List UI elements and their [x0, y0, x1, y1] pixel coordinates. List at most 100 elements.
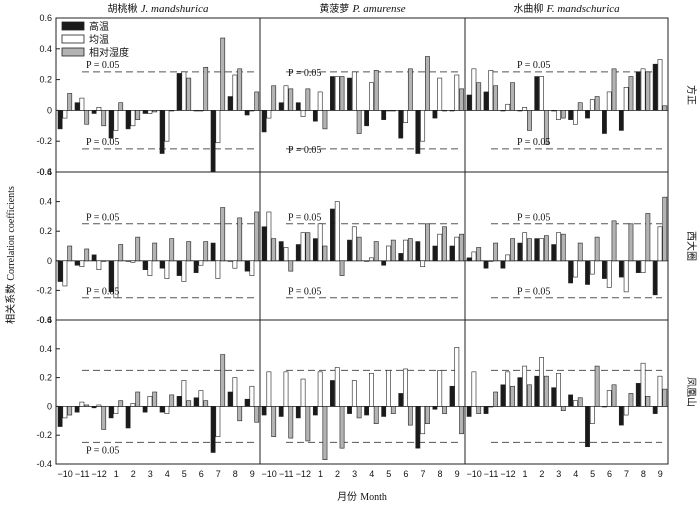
bar-high	[500, 260, 506, 269]
bar-rh	[543, 375, 549, 407]
bar-mean	[437, 370, 443, 407]
bar-rh	[373, 70, 379, 111]
bar-rh	[356, 236, 362, 262]
bar-mean	[351, 71, 357, 111]
y-tick-label: -0.4	[36, 167, 52, 177]
bar-high	[602, 110, 607, 134]
bar-high	[364, 406, 369, 416]
bar-mean	[147, 110, 153, 114]
bar-mean	[130, 110, 136, 127]
bar-rh	[407, 406, 413, 426]
bar-rh	[459, 88, 465, 111]
bar-rh	[220, 37, 226, 111]
bar-high	[602, 406, 607, 408]
bar-mean	[215, 406, 221, 437]
bar-high	[568, 110, 573, 120]
bar-rh	[577, 397, 583, 407]
bar-mean	[539, 238, 544, 262]
bar-high	[585, 406, 590, 448]
legend-label-rh: 相对湿度	[89, 46, 129, 59]
bar-high	[652, 63, 658, 111]
bar-mean	[572, 110, 578, 125]
bar-high	[193, 397, 199, 407]
panel-r3-c1	[56, 354, 260, 453]
bar-high	[618, 110, 624, 131]
bar-rh	[67, 93, 73, 111]
bar-mean	[403, 239, 408, 262]
column-title: 黄菠萝 P. amurense	[319, 2, 405, 15]
x-axis-label-cn: 月份	[337, 491, 360, 503]
bar-high	[347, 239, 352, 262]
bar-mean	[113, 110, 119, 131]
y-axis-label: 相关系数 Correlation coefficients	[4, 186, 17, 324]
bar-rh	[322, 245, 328, 262]
bar-mean	[420, 260, 426, 268]
bar-mean	[164, 110, 170, 142]
bar-mean	[198, 110, 204, 112]
bar-mean	[488, 406, 494, 408]
bar-rh	[510, 238, 515, 262]
bar-rh	[543, 235, 549, 262]
bar-mean	[215, 110, 221, 144]
y-tick-label: -0.2	[36, 430, 52, 440]
bar-rh	[577, 102, 583, 111]
bar-mean	[640, 260, 646, 273]
y-tick-label: 0.4	[39, 197, 52, 207]
bar-mean	[589, 406, 595, 424]
panel-r3-c3	[465, 357, 668, 448]
bar-mean	[283, 85, 289, 111]
bar-rh	[390, 110, 396, 112]
bar-rh	[425, 406, 430, 424]
bar-high	[142, 260, 148, 270]
x-tick-label: 1	[114, 469, 119, 479]
bar-high	[364, 260, 369, 262]
bar-mean	[505, 371, 511, 407]
bar-high	[398, 110, 404, 139]
bar-mean	[147, 396, 153, 407]
bar-mean	[522, 365, 528, 407]
bar-rh	[288, 406, 294, 439]
bar-mean	[164, 260, 170, 279]
bar-rh	[527, 238, 532, 262]
x-tick-label: 2	[131, 469, 136, 479]
bar-rh	[237, 406, 243, 422]
x-tick-label: 1	[318, 469, 323, 479]
x-tick-label: −11	[484, 469, 499, 479]
bar-mean	[232, 74, 238, 111]
bar-mean	[62, 110, 68, 119]
bar-mean	[266, 371, 272, 407]
bar-rh	[237, 68, 243, 111]
bar-mean	[317, 371, 323, 407]
bar-mean	[368, 372, 374, 407]
bar-rh	[186, 77, 192, 111]
y-tick-label: 0.2	[39, 373, 52, 383]
bar-rh	[442, 406, 447, 414]
bar-rh	[390, 406, 396, 414]
x-tick-label: −10	[262, 469, 277, 479]
bar-mean	[96, 404, 102, 407]
bar-high	[261, 406, 267, 416]
bar-high	[449, 385, 455, 407]
bar-rh	[203, 241, 209, 262]
column-title-latin: P. amurense	[352, 3, 406, 15]
x-tick-label: 8	[438, 469, 443, 479]
bar-high	[534, 238, 540, 262]
bar-high	[57, 110, 63, 130]
bar-rh	[67, 245, 73, 262]
column-title-cn: 黄菠萝	[319, 2, 352, 15]
site-label: 凤凰山	[685, 377, 697, 407]
bar-mean	[368, 257, 374, 262]
bar-high	[312, 110, 318, 122]
bar-high	[125, 110, 131, 130]
bar-rh	[510, 82, 515, 111]
bar-high	[193, 260, 199, 273]
bar-rh	[339, 260, 345, 276]
bar-high	[91, 406, 97, 409]
column-title: 胡桃楸 J. mandshurica	[107, 2, 209, 15]
bar-high	[108, 110, 114, 139]
bar-rh	[254, 406, 260, 423]
significance-label: P = 0.05	[86, 286, 119, 297]
bar-mean	[181, 380, 187, 407]
panel-r1-c2	[260, 56, 465, 154]
